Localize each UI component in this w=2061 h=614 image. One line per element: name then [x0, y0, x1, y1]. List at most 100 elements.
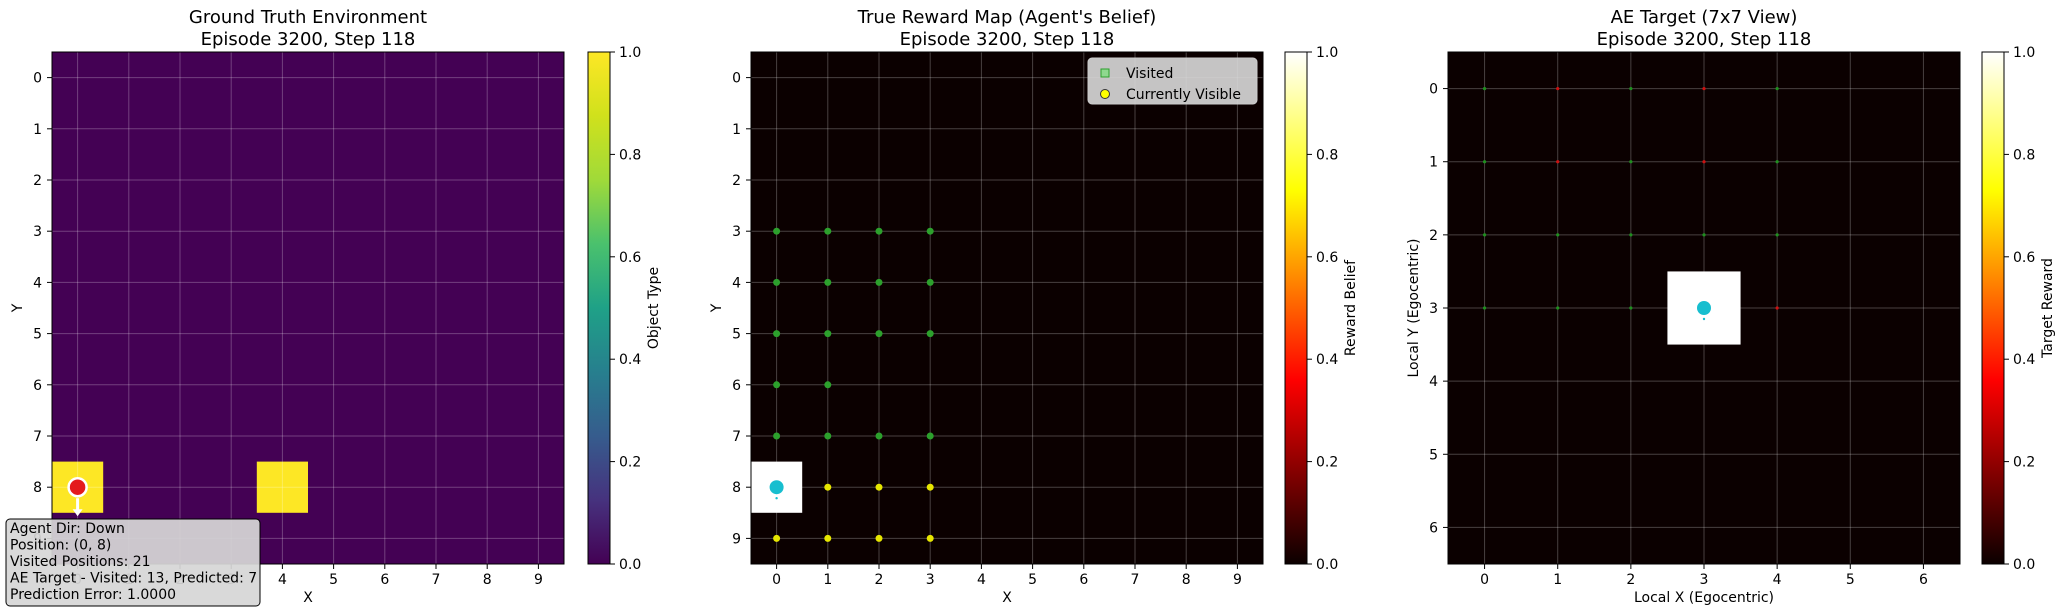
info-line: Visited Positions: 21: [10, 554, 151, 570]
green-marker: [1775, 233, 1779, 237]
y-tick-label: 3: [732, 224, 741, 240]
x-tick-label: 3: [1700, 572, 1709, 588]
y-tick-label: 4: [732, 275, 741, 291]
y-tick-label: 6: [33, 378, 42, 394]
x-tick-label: 9: [1233, 572, 1242, 588]
visited-marker: [824, 330, 832, 338]
y-tick-label: 8: [33, 480, 42, 496]
x-tick-label: 9: [534, 572, 543, 588]
colorbar-tick-label: 0.4: [1316, 352, 1338, 368]
y-tick-label: 3: [33, 224, 42, 240]
x-tick-label: 2: [875, 572, 884, 588]
visited-marker: [926, 330, 934, 338]
green-marker: [1629, 86, 1633, 91]
visited-marker: [875, 227, 883, 235]
colorbar-tick-label: 0.4: [2013, 352, 2035, 368]
chart-title: Ground Truth Environment: [189, 7, 427, 28]
red-marker: [1556, 86, 1560, 91]
red-marker: [1702, 160, 1706, 164]
red-marker: [1775, 306, 1779, 310]
colorbar-tick-label: 1.0: [619, 45, 641, 61]
x-tick-label: 6: [380, 572, 389, 588]
y-tick-label: 0: [1429, 82, 1438, 98]
visited-marker: [824, 381, 832, 389]
visited-marker: [773, 432, 781, 440]
green-marker: [1482, 306, 1487, 310]
colorbar-tick-label: 1.0: [2013, 45, 2035, 61]
colorbar-tick-label: 0.8: [2013, 147, 2035, 163]
visible-marker: [773, 534, 781, 542]
legend-marker-visited: [1100, 68, 1110, 78]
y-tick-label: 4: [33, 275, 42, 291]
y-axis-label: Y: [10, 303, 26, 313]
colorbar-tick-label: 0.4: [619, 352, 641, 368]
x-tick-label: 4: [977, 572, 986, 588]
visited-marker: [926, 432, 934, 440]
visible-marker: [926, 483, 934, 491]
green-marker: [1482, 86, 1487, 91]
y-tick-label: 1: [1429, 155, 1438, 171]
x-tick-label: 0: [1480, 572, 1489, 588]
legend-label: Currently Visible: [1126, 87, 1241, 103]
visited-marker: [875, 278, 883, 286]
colorbar-label: Target Reward: [2040, 258, 2056, 359]
visited-marker: [926, 278, 934, 286]
heatmap-background: [751, 52, 1263, 564]
visible-marker: [824, 483, 832, 491]
x-tick-label: 1: [823, 572, 832, 588]
y-tick-label: 5: [33, 327, 42, 343]
y-tick-label: 1: [33, 122, 42, 138]
y-tick-label: 2: [1429, 228, 1438, 244]
visited-marker: [824, 278, 832, 286]
green-marker: [1629, 306, 1633, 310]
chart-subtitle: Episode 3200, Step 118: [900, 29, 1115, 50]
x-tick-label: 5: [329, 572, 338, 588]
red-marker: [1702, 86, 1706, 91]
green-marker: [1482, 160, 1487, 164]
y-axis-label: Y: [709, 303, 725, 313]
visible-marker: [926, 534, 934, 542]
legend-marker-visible: [1100, 89, 1110, 99]
red-marker: [1556, 160, 1560, 164]
y-tick-label: 5: [1429, 447, 1438, 463]
x-tick-label: 5: [1846, 572, 1855, 588]
info-box: [5, 518, 261, 607]
green-marker: [1702, 233, 1706, 237]
green-marker: [1482, 233, 1487, 237]
colorbar-tick-label: 0.2: [1316, 455, 1338, 471]
x-tick-label: 6: [1919, 572, 1928, 588]
visited-marker: [773, 330, 781, 338]
colorbar-tick-label: 0.8: [619, 147, 641, 163]
visited-marker: [926, 227, 934, 235]
y-tick-label: 0: [33, 71, 42, 87]
y-tick-label: 2: [732, 173, 741, 189]
colorbar-tick-label: 0.2: [619, 455, 641, 471]
green-marker: [1556, 233, 1560, 237]
agent-direction-dot: [775, 497, 778, 500]
green-marker: [1629, 160, 1633, 164]
y-tick-label: 5: [732, 327, 741, 343]
x-tick-label: 4: [278, 572, 287, 588]
x-tick-label: 6: [1079, 572, 1088, 588]
agent-direction-arrowhead: [72, 509, 83, 517]
y-tick-label: 8: [732, 480, 741, 496]
chart-subtitle: Episode 3200, Step 118: [1597, 29, 1812, 50]
info-line: AE Target - Visited: 13, Predicted: 7: [10, 571, 257, 587]
visited-marker: [773, 278, 781, 286]
x-axis-label: X: [303, 590, 313, 606]
heatmap-cell: [256, 461, 308, 513]
y-tick-label: 4: [1429, 374, 1438, 390]
agent-marker: [1697, 301, 1711, 315]
x-tick-label: 0: [772, 572, 781, 588]
axes-frame: [750, 51, 1264, 565]
y-tick-label: 2: [33, 173, 42, 189]
x-tick-label: 7: [1131, 572, 1140, 588]
y-tick-label: 6: [1429, 520, 1438, 536]
y-tick-label: 3: [1429, 301, 1438, 317]
info-line: Agent Dir: Down: [10, 521, 125, 537]
green-marker: [1629, 233, 1633, 237]
colorbar-tick-label: 0.0: [619, 557, 641, 573]
colorbar-frame: [1284, 51, 1308, 565]
colorbar-tick-label: 0.6: [1316, 250, 1338, 266]
colorbar: [588, 52, 610, 564]
